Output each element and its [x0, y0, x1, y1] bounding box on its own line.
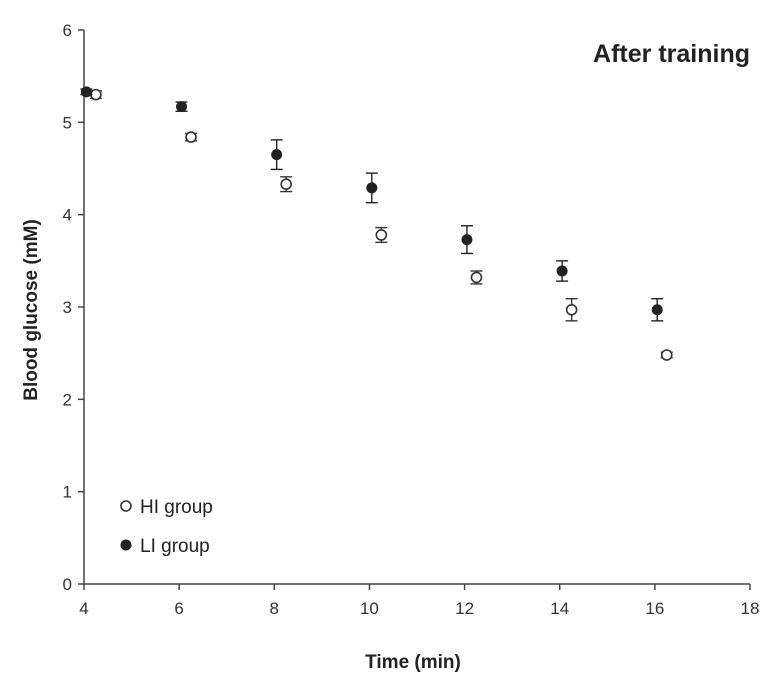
data-point	[90, 88, 102, 101]
data-point	[185, 131, 197, 143]
data-point	[651, 304, 663, 316]
data-point	[461, 234, 473, 246]
data-point	[280, 178, 292, 190]
y-tick-label: 1	[63, 483, 72, 502]
y-tick-label: 0	[63, 575, 72, 594]
x-tick-label: 10	[360, 599, 379, 618]
legend-label-hi-group: HI group	[140, 497, 213, 518]
x-tick-label: 8	[270, 599, 279, 618]
x-tick-label: 6	[174, 599, 183, 618]
x-tick-label: 18	[741, 599, 760, 618]
y-tick-label: 3	[63, 298, 72, 317]
data-point	[470, 271, 483, 284]
series-hi-group	[89, 88, 673, 361]
legend-marker-hi-group	[120, 500, 132, 512]
y-tick-label: 2	[63, 390, 72, 409]
x-axis-title: Time (min)	[365, 652, 461, 673]
legend-marker-li-group	[120, 539, 132, 551]
data-point	[176, 101, 188, 113]
y-tick-label: 5	[63, 113, 72, 132]
legend: HI group LI group	[120, 497, 213, 557]
data-point	[80, 86, 92, 98]
data-point	[660, 349, 673, 361]
legend-label-li-group: LI group	[140, 536, 210, 557]
data-point	[366, 182, 378, 194]
data-point	[375, 229, 388, 241]
y-tick-label: 6	[63, 21, 72, 40]
chart-title: After training	[593, 40, 750, 68]
x-tick-label: 14	[550, 599, 569, 618]
x-tick-label: 16	[645, 599, 664, 618]
x-tick-label: 12	[455, 599, 474, 618]
y-tick-label: 4	[63, 206, 72, 225]
data-point	[271, 149, 283, 161]
data-point	[565, 303, 578, 316]
x-axis-ticks: 4 6 8 10 12 14 16 18	[79, 584, 759, 618]
series-li-group	[80, 86, 664, 322]
x-tick-label: 4	[79, 599, 88, 618]
series-layer	[80, 86, 673, 361]
y-axis-ticks: 0 1 2 3 4 5 6	[63, 21, 84, 594]
y-axis-title: Blood glucose (mM)	[21, 219, 42, 401]
data-point	[556, 265, 568, 277]
